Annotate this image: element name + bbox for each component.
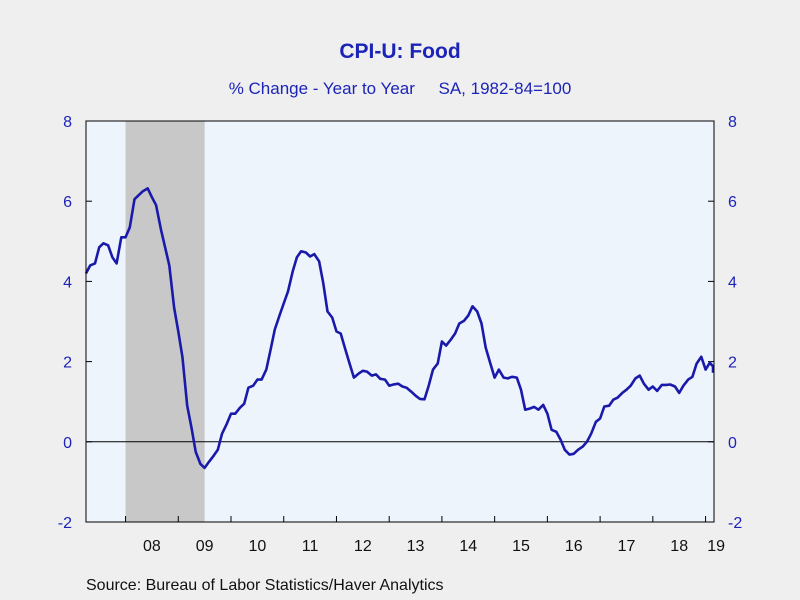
x-tick-label: 12 bbox=[354, 538, 372, 555]
y-tick-label-left: 0 bbox=[63, 435, 72, 452]
y-tick-label-left: 4 bbox=[63, 274, 72, 291]
x-tick-label: 14 bbox=[459, 538, 477, 555]
y-tick-label-right: 0 bbox=[728, 435, 737, 452]
chart-subtitle: % Change - Year to Year SA, 1982-84=100 bbox=[228, 79, 572, 98]
y-tick-label-left: 2 bbox=[63, 355, 72, 372]
x-tick-label: 09 bbox=[196, 538, 214, 555]
recession-shading bbox=[125, 121, 205, 522]
source-note: Source: Bureau of Labor Statistics/Haver… bbox=[86, 577, 444, 594]
x-tick-label: 16 bbox=[565, 538, 583, 555]
y-tick-label-left: 8 bbox=[63, 114, 72, 131]
plot-frame bbox=[85, 120, 715, 523]
chart-title: CPI-U: Food bbox=[339, 40, 461, 63]
x-tick-label: 15 bbox=[512, 538, 530, 555]
y-tick-label-right: 4 bbox=[728, 274, 737, 291]
y-tick-label-right: -2 bbox=[728, 515, 742, 532]
x-tick-label: 08 bbox=[143, 538, 161, 555]
y-tick-label-right: 2 bbox=[728, 355, 737, 372]
x-tick-label: 18 bbox=[670, 538, 688, 555]
x-tick-label: 10 bbox=[248, 538, 266, 555]
y-tick-label-right: 6 bbox=[728, 194, 737, 211]
x-tick-label: 13 bbox=[407, 538, 425, 555]
y-tick-labels: -2 -2 0 0 2 2 4 4 6 6 8 8 bbox=[58, 114, 743, 532]
x-tick-label: 19 bbox=[707, 538, 725, 555]
x-tick-labels: 08 09 10 11 12 13 14 15 16 17 18 19 bbox=[143, 538, 725, 555]
series-line-cpi-food bbox=[84, 187, 715, 470]
x-tick-label: 11 bbox=[302, 538, 319, 555]
y-tick-label-right: 8 bbox=[728, 114, 737, 131]
y-tick-label-left: -2 bbox=[58, 515, 72, 532]
y-tick-label-left: 6 bbox=[63, 194, 72, 211]
x-tick-label: 17 bbox=[618, 538, 636, 555]
